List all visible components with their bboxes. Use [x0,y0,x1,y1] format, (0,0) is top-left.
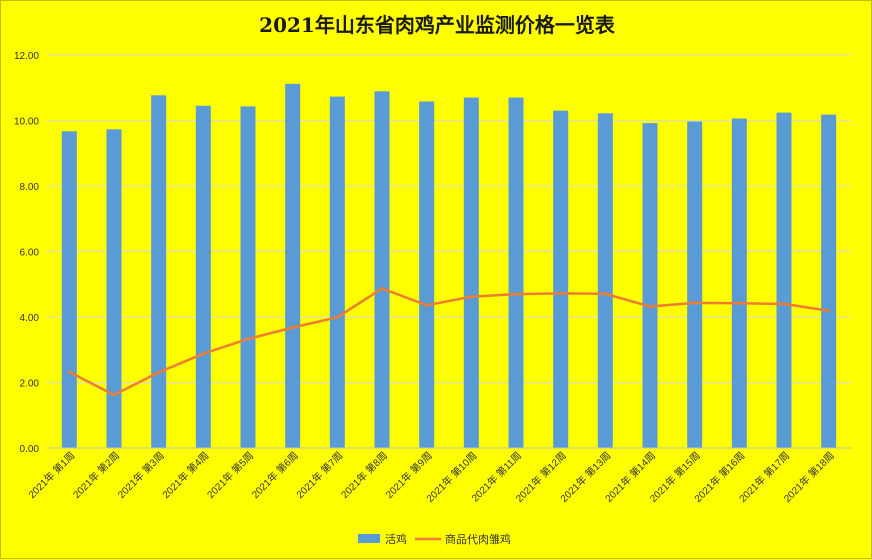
line-point [380,287,384,291]
bar [597,113,613,449]
bar [731,118,747,448]
bar [463,97,479,448]
line-point [514,292,518,296]
x-tick-label: 2021年 第4周 [159,449,211,501]
line-point [246,337,250,341]
bar [106,129,122,448]
line-point [67,370,71,374]
legend-label-line: 商品代肉雏鸡 [445,532,511,546]
line-point [648,305,652,309]
line-point [112,393,116,397]
bar [61,131,77,448]
line-point [291,325,295,329]
y-tick-label: 8.00 [20,182,40,193]
x-tick-label: 2021年 第3周 [115,449,167,501]
line-point [782,302,786,306]
line-point [157,370,161,374]
legend-swatch-bar [358,534,380,543]
line-point [559,291,563,295]
bar [776,112,792,448]
y-tick-label: 12.00 [14,51,39,62]
line-point [693,301,697,305]
x-tick-label: 2021年 第5周 [204,449,256,501]
bar [285,83,301,448]
bar [151,95,167,448]
line-point [827,309,831,313]
bar [821,114,837,448]
x-tick-label: 2021年 第6周 [249,449,301,501]
y-tick-label: 6.00 [20,248,40,259]
y-tick-label: 10.00 [14,117,39,128]
line-point [737,301,741,305]
x-tick-label: 2021年 第2周 [70,449,122,501]
line-point [469,295,473,299]
bar [240,106,256,448]
bar [687,121,703,449]
line-point [425,303,429,307]
bar [508,97,524,448]
legend-label-bar: 活鸡 [385,532,407,546]
line-point [603,292,607,296]
line-point [335,315,339,319]
y-tick-label: 0.00 [20,444,40,455]
bar [329,96,345,448]
y-tick-label: 4.00 [20,313,40,324]
y-tick-label: 2.00 [20,379,40,390]
bar [419,101,435,448]
line-point [201,352,205,356]
x-tick-label: 2021年 第7周 [293,449,345,501]
x-tick-label: 2021年 第1周 [25,449,77,501]
bar [553,110,569,449]
bar [642,123,658,449]
bar [195,105,211,448]
bar [374,91,390,448]
x-tick-label: 2021年 第8周 [338,449,390,501]
line-series [68,287,829,397]
x-tick-label: 2021年 第9周 [383,449,435,501]
chart-title: 2021年山东省肉鸡产业监测价格一览表 [259,13,615,37]
